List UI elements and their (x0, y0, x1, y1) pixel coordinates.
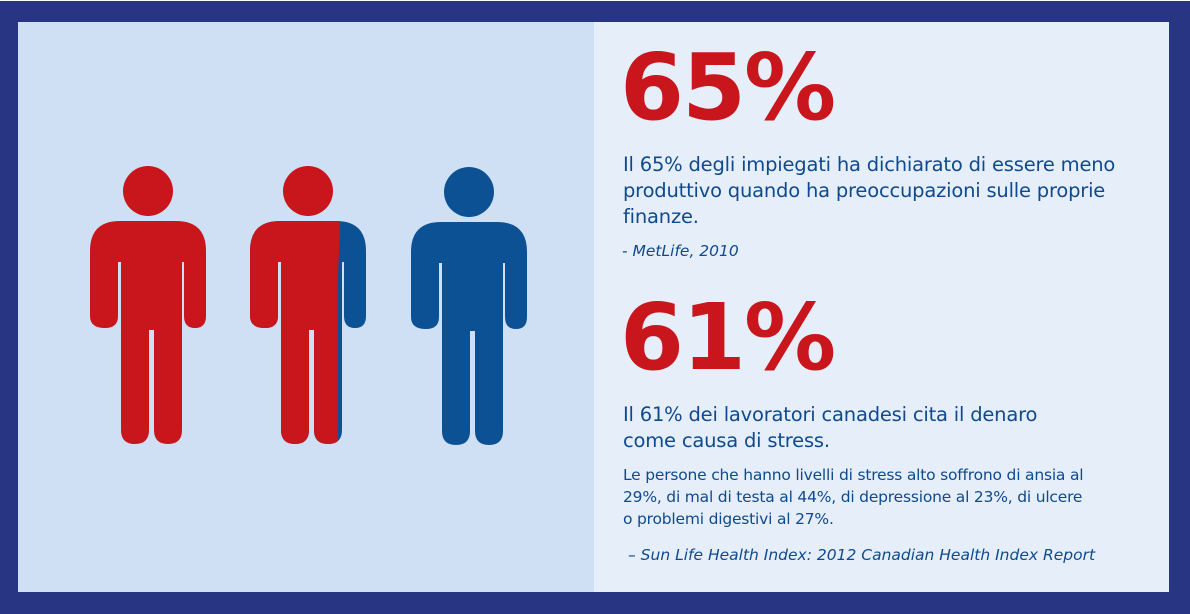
stat2-detail-line: 29%, di mal di testa al 44%, di depressi… (623, 488, 1083, 506)
people-illustration (90, 166, 527, 445)
stat-65-percent: 65% (620, 34, 836, 141)
stat2-detail-line: Le persone che hanno livelli di stress a… (623, 466, 1084, 484)
person-blue-icon (411, 167, 527, 445)
stat1-description: Il 65% degli impiegati ha dichiarato di … (623, 152, 1115, 230)
stat1-line: produttivo quando ha preoccupazioni sull… (623, 179, 1106, 202)
stat-61-percent: 61% (620, 284, 836, 391)
person-mostly-red-icon (250, 166, 366, 444)
person-red-icon (90, 166, 206, 444)
stat2-citation: – Sun Life Health Index: 2012 Canadian H… (628, 546, 1096, 564)
stats-panel (594, 22, 1169, 592)
stat2-line: Il 61% dei lavoratori canadesi cita il d… (623, 403, 1038, 426)
stat1-line: Il 65% degli impiegati ha dichiarato di … (623, 153, 1116, 176)
stat2-detail: Le persone che hanno livelli di stress a… (623, 464, 1084, 530)
stat2-detail-line: o problemi digestivi al 27%. (623, 510, 834, 528)
stat1-line: finanze. (623, 205, 699, 228)
stat2-line: come causa di stress. (623, 429, 830, 452)
stat1-citation: - MetLife, 2010 (622, 242, 739, 260)
stat2-description: Il 61% dei lavoratori canadesi cita il d… (623, 402, 1037, 454)
